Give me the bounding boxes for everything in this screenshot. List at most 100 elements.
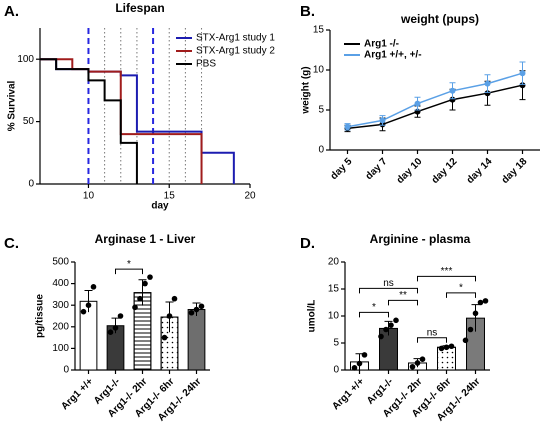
x-tick-label: day 18 [500,156,530,186]
y-tick-label: 5 [318,105,324,116]
y-tick-label: 10 [313,65,325,76]
significance-label: *** [441,266,453,277]
legend-label: STX-Arg1 study 1 [196,33,275,44]
data-point [132,304,138,311]
x-tick-label: 20 [244,191,256,202]
data-point [147,274,153,280]
significance-bracket [359,287,418,294]
y-tick-label: 0 [28,179,34,190]
data-point [137,295,143,302]
legend-label: Arg1 -/- [364,39,399,50]
data-point [467,326,474,333]
significance-label: ns [427,327,438,338]
data-point [438,345,445,352]
y-tick-label: 0 [333,365,339,376]
y-tick-label: 50 [23,116,35,127]
y-tick-label: 100 [17,54,34,65]
y-tick-label: 200 [52,321,69,332]
significance-label: ** [399,290,407,301]
legend-label: Arg1 +/+, +/- [364,50,422,61]
y-axis-label: umol/L [307,300,318,333]
significance-label: * [127,259,131,270]
legend-label: PBS [196,59,216,70]
x-tick-label: Arg1 +/+ [330,376,366,412]
data-point [361,352,368,358]
legend-label: STX-Arg1 study 2 [196,46,275,57]
panel-label: B. [300,3,315,20]
y-tick-label: 5 [333,338,339,349]
y-tick-label: 0 [318,145,324,156]
data-point [80,308,87,315]
point [414,100,421,107]
panel-label: A. [4,3,19,20]
y-axis-label: pg/tissue [35,294,46,338]
point [519,70,526,77]
survival-line [40,58,138,184]
bar [187,309,206,371]
significance-bracket [115,268,143,275]
y-tick-label: 0 [63,365,69,376]
data-point [443,344,450,351]
point [484,90,491,97]
data-point [112,325,119,331]
x-tick-label: day 10 [395,156,425,186]
x-tick-label: 10 [83,191,95,202]
data-point [142,280,148,287]
point [519,82,526,89]
panel-label: C. [4,235,19,252]
x-tick-label: day 14 [465,156,495,186]
point [449,87,456,94]
point [344,123,351,130]
error-bar [471,304,480,332]
y-tick-label: 15 [313,25,325,36]
significance-label: * [459,283,463,294]
data-point [188,309,195,316]
data-point [356,360,363,367]
point [379,117,386,124]
data-point [383,326,389,333]
y-tick-label: 10 [328,311,340,322]
data-point [414,360,421,366]
data-point [393,317,399,324]
data-point [419,356,426,363]
y-tick-label: 20 [328,257,340,268]
data-point [409,363,416,370]
chart-title: Arginase 1 - Liver [95,232,196,246]
significance-bracket [388,299,418,306]
data-point [388,322,394,328]
data-point [462,337,469,344]
data-point [90,284,97,290]
significance-bracket [359,311,389,318]
chart-title: weight (pups) [400,12,479,26]
y-tick-label: 300 [52,300,69,311]
data-point [85,302,92,309]
weight-line [347,84,523,130]
chart-title: Arginine - plasma [370,232,471,246]
point [449,96,456,103]
weight-line [347,72,523,128]
significance-label: ns [383,278,394,289]
point [484,80,491,87]
x-tick-label: day 12 [430,156,460,186]
data-point [378,333,384,340]
error-bar [84,290,93,313]
data-point [351,365,358,371]
significance-bracket [417,275,476,282]
y-axis-label: % Survival [7,80,18,131]
data-point [198,303,205,310]
data-point [161,334,168,341]
x-tick-label: Arg1 +/+ [59,376,95,412]
y-tick-label: 100 [52,343,69,354]
y-tick-label: 400 [52,278,69,289]
x-tick-label: day 5 [329,156,355,182]
significance-label: * [372,302,376,313]
data-point [448,343,455,350]
chart-title: Lifespan [115,1,164,15]
data-point [171,295,178,302]
data-point [117,313,124,319]
y-axis-label: weight (g) [301,66,312,114]
data-point [193,306,200,313]
panel-label: D. [300,235,315,252]
significance-bracket [446,292,476,298]
